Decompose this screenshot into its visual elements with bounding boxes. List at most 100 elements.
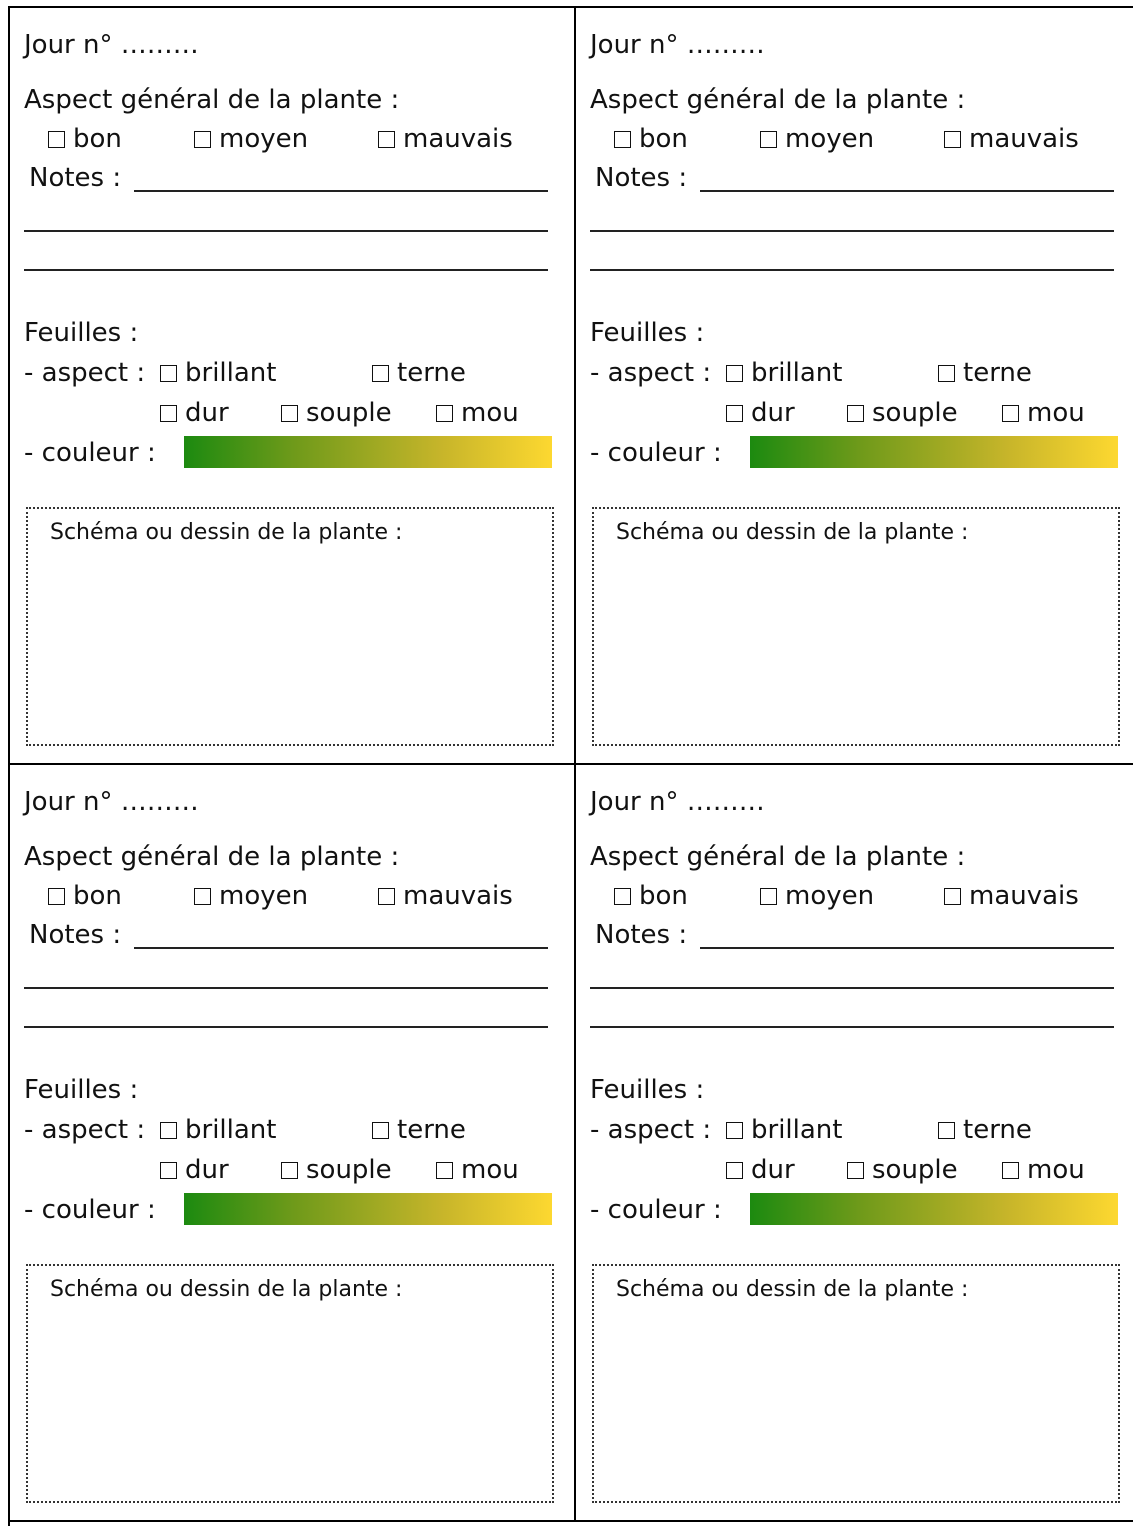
checkbox[interactable]	[847, 1162, 864, 1179]
leaf-option-shiny[interactable]: brillant	[726, 358, 842, 388]
checkbox[interactable]	[160, 1122, 177, 1139]
checkbox[interactable]	[614, 131, 631, 148]
checkbox[interactable]	[281, 1162, 298, 1179]
leaf-color-scale[interactable]	[750, 436, 1118, 468]
leaf-option-hard[interactable]: dur	[726, 1155, 795, 1185]
notes-line-2[interactable]	[24, 230, 548, 232]
checkbox[interactable]	[1002, 1162, 1019, 1179]
leaf-option-supple[interactable]: souple	[847, 1155, 958, 1185]
notes-line-2[interactable]	[24, 987, 548, 989]
notes-line-1[interactable]	[134, 947, 548, 949]
checkbox[interactable]	[938, 1122, 955, 1139]
checkbox[interactable]	[372, 1122, 389, 1139]
notes-line-1[interactable]	[700, 947, 1114, 949]
leaf-option-shiny[interactable]: brillant	[726, 1115, 842, 1145]
leaf-option-hard[interactable]: dur	[160, 1155, 229, 1185]
checkbox[interactable]	[160, 405, 177, 422]
day-label[interactable]: Jour n° ………	[24, 30, 199, 60]
notes-line-2[interactable]	[590, 230, 1114, 232]
aspect-option-medium[interactable]: moyen	[760, 124, 874, 154]
leaf-option-dull[interactable]: terne	[372, 358, 466, 388]
aspect-option-bad[interactable]: mauvais	[944, 124, 1079, 154]
observation-card-2: Jour n° ……… Aspect général de la plante …	[576, 8, 1133, 765]
checkbox[interactable]	[48, 131, 65, 148]
leaf-option-label: dur	[185, 398, 229, 428]
aspect-option-good[interactable]: bon	[48, 124, 122, 154]
checkbox[interactable]	[760, 131, 777, 148]
notes-line-3[interactable]	[24, 269, 548, 271]
checkbox[interactable]	[194, 131, 211, 148]
day-label[interactable]: Jour n° ………	[590, 787, 765, 817]
leaf-option-soft[interactable]: mou	[1002, 1155, 1085, 1185]
checkbox[interactable]	[938, 365, 955, 382]
checkbox[interactable]	[372, 365, 389, 382]
leaf-option-dull[interactable]: terne	[372, 1115, 466, 1145]
checkbox[interactable]	[281, 405, 298, 422]
checkbox[interactable]	[194, 888, 211, 905]
aspect-option-good[interactable]: bon	[48, 881, 122, 911]
notes-line-3[interactable]	[24, 1026, 548, 1028]
leaf-option-label: terne	[397, 358, 466, 388]
aspect-option-bad[interactable]: mauvais	[378, 124, 513, 154]
checkbox[interactable]	[160, 1162, 177, 1179]
checkbox[interactable]	[436, 1162, 453, 1179]
notes-line-3[interactable]	[590, 269, 1114, 271]
checkbox[interactable]	[378, 888, 395, 905]
leaf-option-supple[interactable]: souple	[281, 398, 392, 428]
leaf-color-scale[interactable]	[750, 1193, 1118, 1225]
aspect-option-bad[interactable]: mauvais	[944, 881, 1079, 911]
aspect-option-good[interactable]: bon	[614, 124, 688, 154]
plant-sketch-box[interactable]: Schéma ou dessin de la plante :	[26, 507, 554, 746]
aspect-option-label: bon	[639, 124, 688, 154]
day-label[interactable]: Jour n° ………	[590, 30, 765, 60]
plant-sketch-box[interactable]: Schéma ou dessin de la plante :	[592, 507, 1120, 746]
aspect-option-medium[interactable]: moyen	[194, 124, 308, 154]
leaf-color-scale[interactable]	[184, 436, 552, 468]
aspect-option-medium[interactable]: moyen	[760, 881, 874, 911]
checkbox[interactable]	[847, 405, 864, 422]
leaf-option-soft[interactable]: mou	[436, 1155, 519, 1185]
checkbox[interactable]	[1002, 405, 1019, 422]
leaf-option-label: terne	[963, 1115, 1032, 1145]
sketch-label: Schéma ou dessin de la plante :	[50, 1277, 403, 1302]
observation-card-1: Jour n° ……… Aspect général de la plante …	[10, 8, 576, 765]
aspect-option-label: bon	[73, 124, 122, 154]
leaf-option-soft[interactable]: mou	[1002, 398, 1085, 428]
aspect-option-good[interactable]: bon	[614, 881, 688, 911]
checkbox[interactable]	[726, 1122, 743, 1139]
checkbox[interactable]	[726, 1162, 743, 1179]
leaf-option-dull[interactable]: terne	[938, 1115, 1032, 1145]
leaf-option-supple[interactable]: souple	[847, 398, 958, 428]
checkbox[interactable]	[944, 131, 961, 148]
leaf-option-label: brillant	[751, 1115, 843, 1145]
leaf-color-label: - couleur :	[590, 438, 722, 468]
leaf-option-supple[interactable]: souple	[281, 1155, 392, 1185]
checkbox[interactable]	[614, 888, 631, 905]
plant-sketch-box[interactable]: Schéma ou dessin de la plante :	[26, 1264, 554, 1503]
checkbox[interactable]	[436, 405, 453, 422]
leaf-option-label: brillant	[185, 1115, 277, 1145]
leaf-option-dull[interactable]: terne	[938, 358, 1032, 388]
aspect-option-bad[interactable]: mauvais	[378, 881, 513, 911]
leaf-option-shiny[interactable]: brillant	[160, 1115, 276, 1145]
leaf-color-scale[interactable]	[184, 1193, 552, 1225]
day-label[interactable]: Jour n° ………	[24, 787, 199, 817]
notes-line-1[interactable]	[134, 190, 548, 192]
plant-sketch-box[interactable]: Schéma ou dessin de la plante :	[592, 1264, 1120, 1503]
leaf-option-label: dur	[751, 398, 795, 428]
checkbox[interactable]	[944, 888, 961, 905]
notes-line-3[interactable]	[590, 1026, 1114, 1028]
checkbox[interactable]	[48, 888, 65, 905]
checkbox[interactable]	[726, 405, 743, 422]
leaf-option-hard[interactable]: dur	[726, 398, 795, 428]
checkbox[interactable]	[378, 131, 395, 148]
leaf-option-hard[interactable]: dur	[160, 398, 229, 428]
leaf-option-soft[interactable]: mou	[436, 398, 519, 428]
notes-line-2[interactable]	[590, 987, 1114, 989]
checkbox[interactable]	[760, 888, 777, 905]
notes-line-1[interactable]	[700, 190, 1114, 192]
aspect-option-medium[interactable]: moyen	[194, 881, 308, 911]
checkbox[interactable]	[726, 365, 743, 382]
checkbox[interactable]	[160, 365, 177, 382]
leaf-option-shiny[interactable]: brillant	[160, 358, 276, 388]
